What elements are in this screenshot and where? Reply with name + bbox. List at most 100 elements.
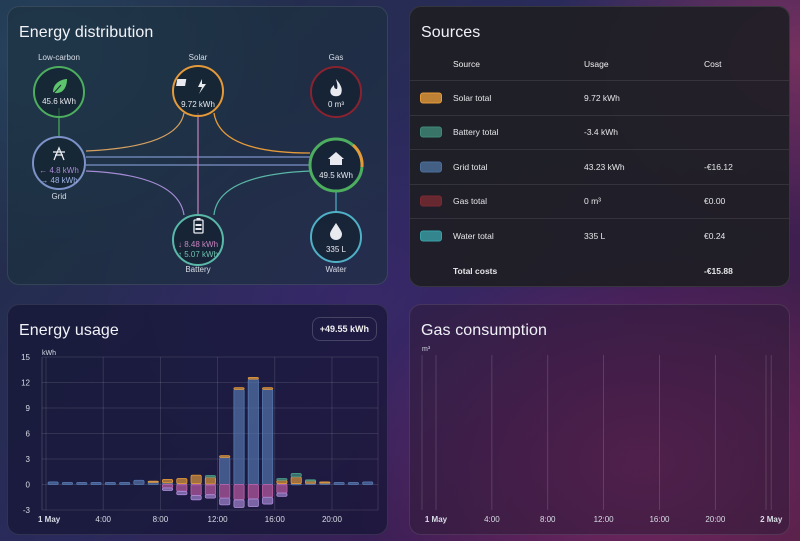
usage-bar-battery_in[interactable] [233, 499, 245, 508]
battery-node[interactable] [172, 214, 224, 266]
water-drop-icon [330, 223, 342, 240]
usage-bar-solar[interactable] [247, 377, 259, 380]
usage-total-badge[interactable]: +49.55 kWh [311, 317, 377, 341]
usage-bar-battery[interactable] [204, 475, 216, 478]
usage-bar-grid[interactable] [47, 481, 59, 485]
energy-distribution-card: Energy distribution Low-carbon 45.6 kWh … [7, 6, 388, 285]
energy-usage-title: Energy usage [19, 322, 119, 339]
energy-usage-chart[interactable]: 15 12 9 6 3 0 -3 kWh 1 May 4:00 8:00 12:00 16:00 20:0… [8, 305, 388, 535]
source-usage: 9.72 kWh [584, 93, 620, 104]
x-tick-label: 4:00 [95, 515, 111, 524]
battery-home-line [213, 170, 311, 216]
battery-label: Battery [185, 265, 210, 274]
usage-bar-grid[interactable] [61, 481, 73, 485]
source-cost: €0.24 [704, 231, 726, 242]
x-tick-label: 12:00 [594, 515, 615, 524]
home-solar-arc [351, 143, 364, 168]
lowcarbon-value: 45.6 kWh [42, 97, 76, 106]
x-tick-label: 20:00 [322, 515, 343, 524]
usage-bar-battery_in[interactable] [161, 487, 174, 491]
usage-bar-returned[interactable] [176, 484, 188, 492]
leaf-icon [51, 79, 67, 96]
usage-bar-solar[interactable] [276, 479, 288, 485]
gas-value: 0 m³ [328, 100, 344, 109]
usage-bar-grid[interactable] [262, 388, 274, 485]
usage-bar-battery_in[interactable] [276, 492, 288, 497]
usage-bar-grid[interactable] [133, 479, 145, 485]
transmission-tower-icon [53, 146, 65, 161]
usage-bar-battery_in[interactable] [204, 494, 216, 499]
y-tick-label: 0 [26, 481, 31, 490]
usage-bar-solar[interactable] [204, 476, 216, 485]
usage-bar-solar[interactable] [161, 478, 174, 484]
usage-bar-grid[interactable] [119, 481, 131, 485]
usage-bar-grid[interactable] [90, 481, 102, 485]
table-header-row: Source Usage Cost [410, 47, 789, 82]
source-usage: 335 L [584, 231, 606, 242]
usage-bar-solar[interactable] [147, 480, 159, 483]
usage-bar-battery_in[interactable] [176, 490, 188, 496]
usage-bar-grid[interactable] [247, 378, 259, 485]
usage-bar-returned[interactable] [262, 484, 274, 498]
usage-bar-battery_in[interactable] [219, 497, 231, 506]
usage-bar-returned[interactable] [204, 484, 216, 496]
usage-bar-solar[interactable] [262, 387, 274, 390]
usage-bar-grid[interactable] [104, 481, 116, 485]
table-row[interactable]: Grid total 43.23 kWh -€16.12 [410, 150, 789, 185]
usage-bar-solar[interactable] [219, 455, 231, 458]
usage-bar-grid[interactable] [362, 481, 374, 485]
usage-bar-solar[interactable] [233, 387, 245, 390]
usage-bar-battery_in[interactable] [190, 495, 202, 501]
usage-bar-battery_in[interactable] [262, 496, 274, 505]
usage-bar-grid[interactable] [233, 388, 245, 485]
y-tick-label: 6 [26, 430, 31, 439]
usage-bar-returned[interactable] [247, 484, 259, 500]
lowcarbon-label: Low-carbon [38, 53, 80, 62]
usage-bar-returned[interactable] [276, 484, 288, 494]
x-tick-label: 8:00 [540, 515, 556, 524]
gas-consumption-chart[interactable]: m³ 1 May 4:00 8:00 12:00 16:00 20:00 2 May [410, 305, 790, 535]
usage-bar-battery[interactable] [304, 479, 317, 482]
sources-title: Sources [421, 24, 481, 41]
water-label: Water [325, 265, 346, 274]
table-row[interactable]: Water total 335 L €0.24 [410, 219, 789, 253]
usage-bar-solar[interactable] [290, 476, 302, 485]
fire-icon [330, 79, 342, 97]
source-name: Grid total [453, 161, 488, 172]
grid-battery-line [85, 170, 185, 216]
table-row[interactable]: Battery total -3.4 kWh [410, 116, 789, 151]
y-tick-label: 15 [21, 353, 30, 362]
usage-bar-solar[interactable] [176, 478, 188, 485]
home-value: 49.5 kWh [319, 171, 353, 180]
usage-bar-solar[interactable] [190, 474, 202, 485]
usage-bar-battery[interactable] [276, 478, 288, 481]
source-cost: €0.00 [704, 196, 726, 207]
usage-bar-grid[interactable] [76, 481, 88, 485]
x-tick-label: 2 May [760, 515, 783, 524]
x-tick-label: 16:00 [265, 515, 286, 524]
x-tick-label: 8:00 [153, 515, 169, 524]
solar-node[interactable] [172, 65, 224, 117]
solar-value: 9.72 kWh [181, 100, 215, 109]
x-tick-label: 12:00 [208, 515, 229, 524]
usage-bar-grid[interactable] [333, 481, 345, 485]
usage-bar-battery_in[interactable] [247, 498, 259, 507]
home-icon [328, 152, 344, 165]
source-color-swatch [420, 92, 442, 104]
usage-bar-returned[interactable] [190, 484, 202, 496]
usage-bar-returned[interactable] [233, 484, 245, 501]
usage-bar-battery[interactable] [290, 473, 302, 478]
source-color-swatch [420, 161, 442, 173]
battery-out-value: ↑ 5.07 kWh [178, 250, 218, 259]
source-usage: 0 m³ [584, 196, 601, 207]
usage-bar-returned[interactable] [161, 484, 174, 489]
table-row[interactable]: Gas total 0 m³ €0.00 [410, 185, 789, 219]
table-row[interactable]: Solar total 9.72 kWh [410, 81, 789, 116]
source-name: Gas total [453, 196, 488, 207]
usage-bar-solar[interactable] [319, 481, 331, 484]
usage-bar-grid[interactable] [219, 456, 231, 485]
usage-bar-returned[interactable] [219, 484, 231, 499]
grid-node[interactable] [32, 136, 86, 190]
energy-usage-card: Energy usage +49.55 kWh 15 12 9 6 3 0 -3 kWh 1 M… [7, 304, 388, 535]
usage-bar-grid[interactable] [347, 481, 359, 485]
